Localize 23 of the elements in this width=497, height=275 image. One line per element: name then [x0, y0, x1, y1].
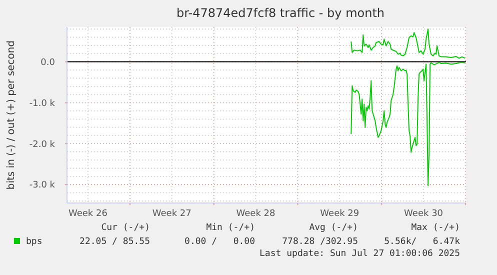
x-tick-label: Week 29 — [320, 209, 360, 219]
legend-label: bps — [26, 237, 42, 247]
text: 5.56k/ 6.47k — [384, 237, 461, 247]
x-tick-label: Week 28 — [236, 209, 276, 219]
text: 0.00 / 0.00 — [184, 237, 255, 247]
y-tick-label: -2.0 k — [29, 140, 56, 150]
text: Min (-/+) — [206, 223, 255, 233]
text: Avg (-/+) — [309, 223, 358, 233]
chart-title: br-47874ed7fcf8 traffic - by month — [176, 6, 385, 20]
y-tick-label: -3.0 k — [29, 180, 56, 191]
y-axis-title: bits in (-) / out (+) per second — [6, 40, 17, 190]
text: Cur (-/+) — [101, 223, 150, 233]
x-tick-label: Week 30 — [404, 209, 444, 219]
text: 22.05 / 85.55 — [80, 237, 150, 247]
x-tick-label: Week 26 — [68, 209, 108, 219]
line-series — [350, 28, 466, 59]
line-series — [350, 62, 466, 186]
y-tick-label: 0.0 — [40, 58, 56, 68]
x-tick-label: Week 27 — [152, 209, 192, 219]
text: Max (-/+) — [411, 223, 460, 233]
y-tick-label: -1.0 k — [29, 98, 56, 109]
text: 778.28 /302.95 — [282, 237, 358, 247]
text: Last update: Sun Jul 27 01:00:06 2025 — [260, 249, 460, 259]
